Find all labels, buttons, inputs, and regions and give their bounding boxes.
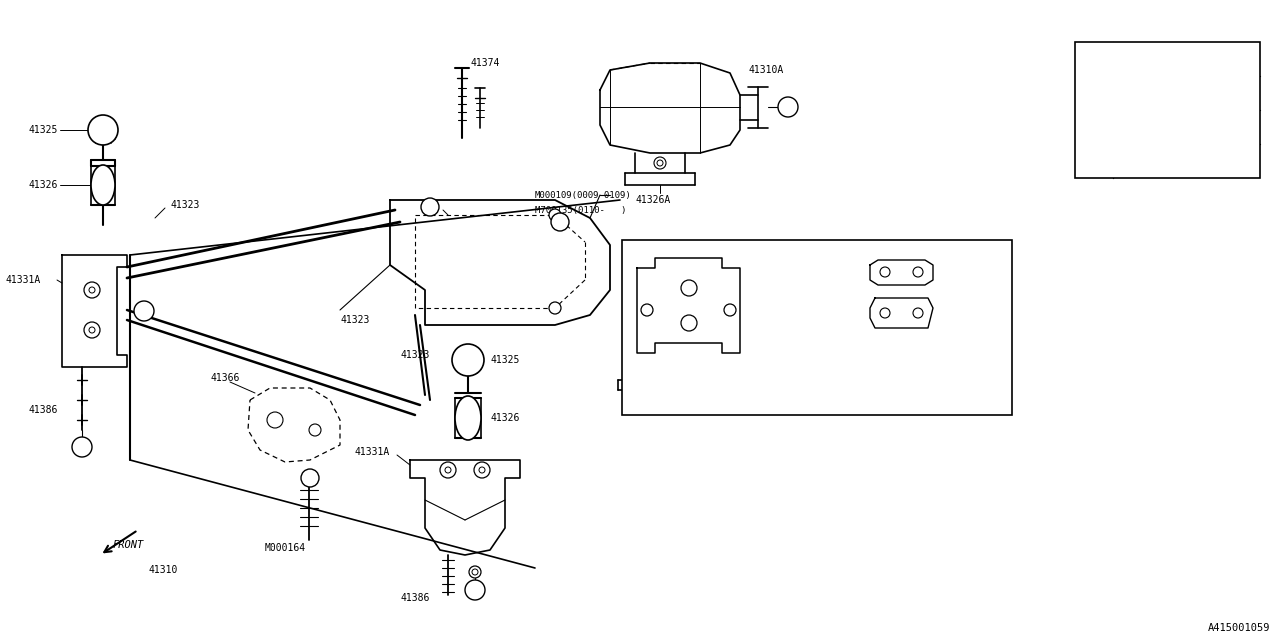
Circle shape	[1084, 83, 1103, 103]
Circle shape	[778, 97, 797, 117]
Text: 3: 3	[1091, 122, 1097, 132]
Text: 0101S*B: 0101S*B	[1123, 120, 1175, 134]
Text: 3: 3	[426, 202, 433, 212]
Circle shape	[301, 469, 319, 487]
Text: M000109(0009-0109): M000109(0009-0109)	[535, 191, 632, 200]
Polygon shape	[870, 260, 933, 285]
Text: 41323: 41323	[401, 350, 429, 360]
Polygon shape	[61, 255, 127, 367]
Circle shape	[308, 424, 321, 436]
Circle shape	[468, 566, 481, 578]
Circle shape	[88, 115, 118, 145]
Circle shape	[550, 213, 570, 231]
Circle shape	[465, 580, 485, 600]
Text: 41374: 41374	[470, 58, 499, 68]
Text: 1: 1	[657, 380, 663, 390]
Circle shape	[1084, 117, 1103, 137]
Text: 3: 3	[557, 217, 563, 227]
Text: 41366: 41366	[210, 373, 239, 383]
Text: 41331D: 41331D	[881, 390, 915, 400]
Circle shape	[881, 308, 890, 318]
Polygon shape	[600, 63, 740, 153]
Polygon shape	[390, 200, 611, 325]
Circle shape	[90, 327, 95, 333]
Text: 41323: 41323	[340, 315, 370, 325]
Circle shape	[1084, 151, 1103, 171]
Circle shape	[72, 437, 92, 457]
Ellipse shape	[454, 396, 481, 440]
Text: 41310: 41310	[148, 565, 178, 575]
Circle shape	[479, 467, 485, 473]
Text: FRONT: FRONT	[113, 540, 145, 550]
Text: 41310A: 41310A	[748, 65, 783, 75]
Circle shape	[681, 315, 698, 331]
Circle shape	[625, 379, 636, 391]
Bar	[622, 240, 1012, 415]
Text: 41331C: 41331C	[865, 243, 900, 253]
Circle shape	[134, 301, 154, 321]
Polygon shape	[870, 298, 933, 328]
Polygon shape	[637, 258, 740, 353]
Circle shape	[549, 302, 561, 314]
Circle shape	[440, 462, 456, 478]
Circle shape	[474, 462, 490, 478]
Circle shape	[913, 267, 923, 277]
Circle shape	[90, 287, 95, 293]
Text: 1: 1	[785, 102, 791, 112]
Text: 41386: 41386	[401, 593, 429, 603]
Circle shape	[681, 280, 698, 296]
Polygon shape	[410, 460, 520, 555]
Text: 41331A: 41331A	[5, 275, 40, 285]
Circle shape	[84, 282, 100, 298]
Circle shape	[913, 308, 923, 318]
Text: 0235S*A: 0235S*A	[1123, 86, 1175, 99]
Text: 2: 2	[1091, 88, 1097, 98]
Text: 41386: 41386	[28, 405, 58, 415]
Text: 41331: 41331	[745, 281, 774, 291]
Text: 41323: 41323	[170, 200, 200, 210]
Text: 4: 4	[79, 442, 86, 452]
Text: 41326: 41326	[490, 413, 520, 423]
Circle shape	[881, 267, 890, 277]
Circle shape	[84, 322, 100, 338]
Text: 4: 4	[472, 585, 479, 595]
Text: A415001059: A415001059	[1207, 623, 1270, 633]
Text: 41325: 41325	[28, 125, 58, 135]
Circle shape	[641, 304, 653, 316]
Circle shape	[472, 569, 477, 575]
Text: 41325: 41325	[490, 355, 520, 365]
Text: 4: 4	[1091, 156, 1097, 166]
Bar	[1075, 42, 1260, 178]
Circle shape	[724, 304, 736, 316]
Text: 1: 1	[1091, 54, 1097, 64]
Text: M000164: M000164	[265, 543, 306, 553]
Text: 41331A: 41331A	[355, 447, 390, 457]
Circle shape	[421, 198, 439, 216]
Circle shape	[445, 467, 451, 473]
Circle shape	[549, 209, 561, 221]
Text: 41326A: 41326A	[635, 195, 671, 205]
Text: <NA>: <NA>	[936, 295, 960, 305]
Text: 2: 2	[141, 306, 147, 316]
Circle shape	[650, 375, 669, 395]
Text: 0235S*B: 0235S*B	[1123, 52, 1175, 65]
Text: 2: 2	[307, 473, 314, 483]
Text: M700135(0110-   ): M700135(0110- )	[535, 205, 626, 214]
Text: 0101S*A: 0101S*A	[1123, 154, 1175, 168]
Circle shape	[654, 157, 666, 169]
Text: 41326: 41326	[28, 180, 58, 190]
Circle shape	[657, 160, 663, 166]
Circle shape	[268, 412, 283, 428]
Circle shape	[452, 344, 484, 376]
Ellipse shape	[91, 165, 115, 205]
Circle shape	[627, 382, 634, 388]
Text: <TURBO>: <TURBO>	[745, 295, 786, 305]
Circle shape	[1084, 49, 1103, 69]
